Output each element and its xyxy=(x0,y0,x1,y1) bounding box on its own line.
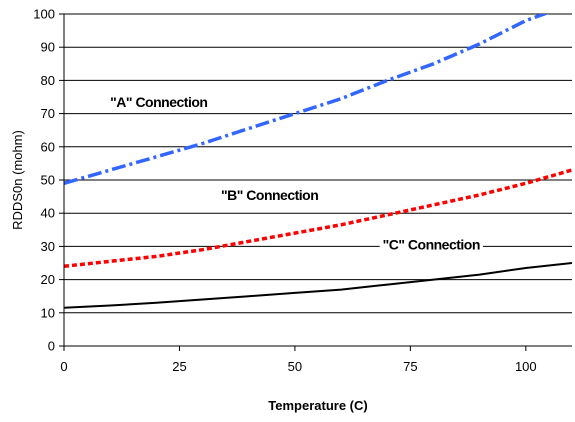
gridlines xyxy=(64,13,572,314)
y-tick-label: 30 xyxy=(41,239,55,254)
y-tick-label: 60 xyxy=(41,139,55,154)
y-tick-label: 80 xyxy=(41,73,55,88)
y-tick-label: 50 xyxy=(41,173,55,188)
annotations: "A" Connection "B" Connection "C" Connecti… xyxy=(107,92,483,254)
series-line-1 xyxy=(64,168,572,269)
series-label-text: "B" Connection xyxy=(221,187,318,203)
series-layer xyxy=(64,14,572,309)
series-label-bg xyxy=(218,185,322,204)
x-tick-label: 0 xyxy=(60,359,67,374)
series-label-2: "C" Connection xyxy=(379,235,483,254)
y-tick-label: 90 xyxy=(41,40,55,55)
series-label-text: "A" Connection xyxy=(110,94,207,110)
tick-labels: 0 10 20 30 40 50 60 70 80 90 100 0 25 50 75 100 xyxy=(33,7,536,375)
y-tick-label: 70 xyxy=(41,106,55,121)
series-label-text: "C" Connection xyxy=(383,237,480,253)
y-tick-label: 10 xyxy=(41,305,55,320)
y-tick-label: 40 xyxy=(41,206,55,221)
series-label-0: "A" Connection xyxy=(107,92,211,111)
x-tick-label: 50 xyxy=(288,359,302,374)
x-axis-title: Temperature (C) xyxy=(268,398,367,413)
x-tick-label: 75 xyxy=(403,359,417,374)
series-line-0 xyxy=(64,14,550,185)
series-line-2 xyxy=(64,262,572,309)
axes xyxy=(59,13,572,351)
y-tick-label: 100 xyxy=(33,7,55,22)
series-label-1: "B" Connection xyxy=(218,185,322,204)
x-tick-label: 25 xyxy=(172,359,186,374)
x-tick-label: 100 xyxy=(515,359,537,374)
y-tick-label: 0 xyxy=(48,339,55,354)
series-label-bg xyxy=(107,92,211,111)
series-label-bg xyxy=(379,235,483,254)
y-tick-label: 20 xyxy=(41,272,55,287)
y-axis-title: RDDS0n (mohm) xyxy=(10,130,25,230)
